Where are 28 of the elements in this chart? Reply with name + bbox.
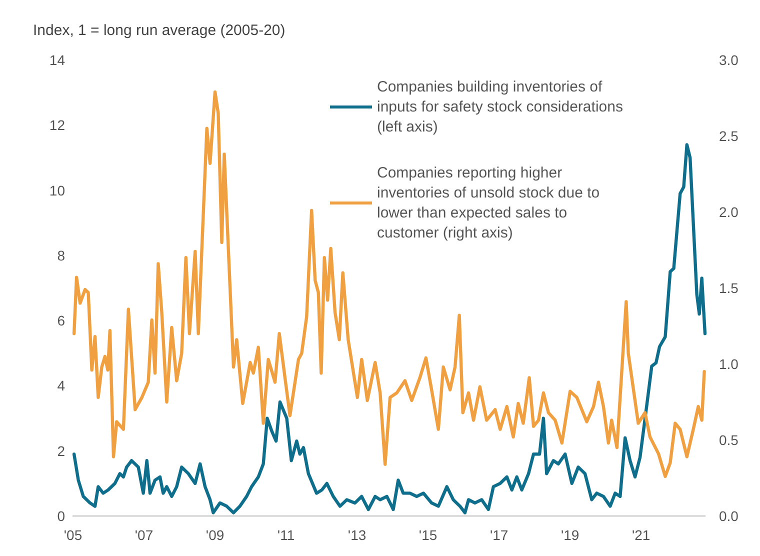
x-tick-label: '19 [560,527,580,543]
y2-tick-label: 0.5 [719,432,739,448]
y-tick-label: 0 [57,508,66,524]
y-tick-label: 8 [57,247,66,264]
x-tick-label: '07 [134,527,154,543]
y2-tick-label: 3.0 [719,52,739,68]
y-tick-label: 14 [49,52,66,68]
x-tick-label: '17 [490,527,508,543]
y2-tick-label: 2.5 [719,128,739,144]
y2-tick-label: 1.0 [719,356,739,372]
x-tick-label: '11 [277,527,295,543]
y2-tick-label: 2.0 [719,204,739,220]
legend-label: Companies building inventories of inputs for safety stock considerations (left axis) [377,78,628,136]
x-tick-label: '09 [206,527,224,543]
y-axis-title: Index, 1 = long run average (2005-20) [33,22,286,39]
y-tick-label: 6 [57,312,66,329]
y-tick-label: 12 [49,117,66,134]
legend-label: Companies reporting higher inventories of unsold stock due to lower than expected sales to customer (right axis) [377,164,604,242]
y2-tick-label: 1.5 [719,280,739,296]
x-tick-label: '21 [632,527,650,543]
y-tick-label: 10 [49,182,66,198]
y2-tick-label: 0.0 [719,508,739,524]
line-series [72,143,707,514]
y-tick-label: 4 [57,378,66,394]
x-tick-label: '15 [418,527,438,543]
y-tick-label: 2 [57,442,66,459]
x-tick-label: '13 [348,527,366,543]
x-tick-label: '05 [64,527,82,543]
